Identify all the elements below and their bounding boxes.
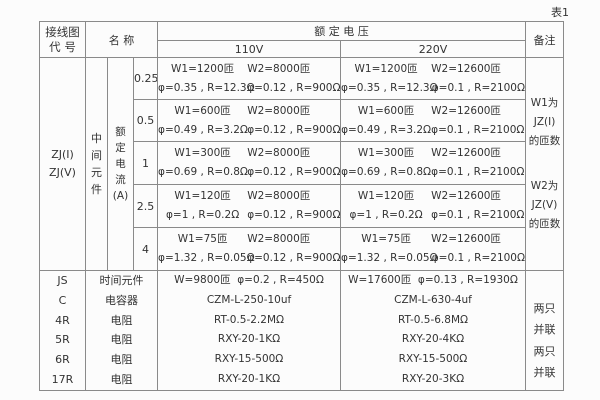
winding-cell-110v: W1=120匝 W2=8000匝 φ=1 , R=0.2Ω φ=0.12 , R=9… xyxy=(157,184,342,228)
component-specs-110v: W=9800匝 φ=0.2 , R=450Ω CZM-L-250-10uf RT… xyxy=(157,270,342,391)
current-value: 1 xyxy=(132,141,159,185)
relay-spec-table: 接线图 代 号 名 称 额 定 电 压 备注 110V 220V ZJ(I) Z… xyxy=(39,21,565,391)
header-wiring-code-line2: 代 号 xyxy=(49,39,76,54)
current-value: 0.5 xyxy=(132,99,159,142)
winding-cell-220v: W1=75匝 W2=12600匝 φ=1.32 , R=0.05Ω φ=0.1 , … xyxy=(340,227,527,271)
wiring-code-zj: ZJ(I) ZJ(V) xyxy=(39,57,86,271)
current-value: 0.25 xyxy=(132,57,159,100)
header-wiring-code: 接线图 代 号 xyxy=(39,21,86,58)
winding-cell-110v: W1=1200匝 W2=8000匝 φ=0.35 , R=12.3Ω φ=0.12 … xyxy=(157,57,342,100)
current-value: 4 xyxy=(132,227,159,271)
middle-remark: W1为 JZ(I) 的匝数 W2为 JZ(V) 的匝数 xyxy=(525,57,565,271)
header-rated-voltage: 额 定 电 压 xyxy=(157,21,527,41)
winding-cell-110v: W1=300匝 W2=8000匝 φ=0.69 , R=0.8Ω φ=0.12 , … xyxy=(157,141,342,185)
component-names: 时间元件 电容器 电阻 电阻 电阻 电阻 xyxy=(84,270,159,391)
bottom-remark: 两只 并联 两只 并联 xyxy=(525,270,565,391)
remark-w1: W1为 JZ(I) 的匝数 xyxy=(528,97,561,147)
component-specs-220v: W=17600匝 φ=0.13 , R=1930Ω CZM-L-630-4uf … xyxy=(340,270,527,391)
winding-cell-220v: W1=300匝 W2=12600匝 φ=0.69 , R=0.8Ω φ=0.1 , … xyxy=(340,141,527,185)
winding-cell-110v: W1=600匝 W2=8000匝 φ=0.49 , R=3.2Ω φ=0.12 , … xyxy=(157,99,342,142)
element-name-middle: 中 间 元 件 xyxy=(85,57,108,271)
winding-cell-220v: W1=600匝 W2=12600匝 φ=0.49 , R=3.2Ω φ=0.1 , … xyxy=(340,99,527,142)
current-value: 2.5 xyxy=(132,184,159,228)
winding-cell-220v: W1=1200匝 W2=12600匝 φ=0.35 , R=12.3Ω φ=0.1 … xyxy=(340,57,527,100)
component-codes: JS C 4R 5R 6R 17R xyxy=(39,270,86,391)
header-220v: 220V xyxy=(340,40,527,58)
winding-cell-220v: W1=120匝 W2=12600匝 φ=1 , R=0.2Ω φ=0.1 , R=2… xyxy=(340,184,527,228)
remark-w2: W2为 JZ(V) 的匝数 xyxy=(528,180,561,230)
header-remark: 备注 xyxy=(525,21,565,58)
header-110v: 110V xyxy=(157,40,342,58)
winding-cell-110v: W1=75匝 W2=8000匝 φ=1.32 , R=0.05Ω φ=0.12 , … xyxy=(157,227,342,271)
rated-current-label: 额 定 电 流 (A) xyxy=(107,57,134,271)
table-number-label: 表1 xyxy=(551,6,569,19)
header-name: 名 称 xyxy=(84,21,159,58)
header-wiring-code-line1: 接线图 xyxy=(45,24,80,39)
